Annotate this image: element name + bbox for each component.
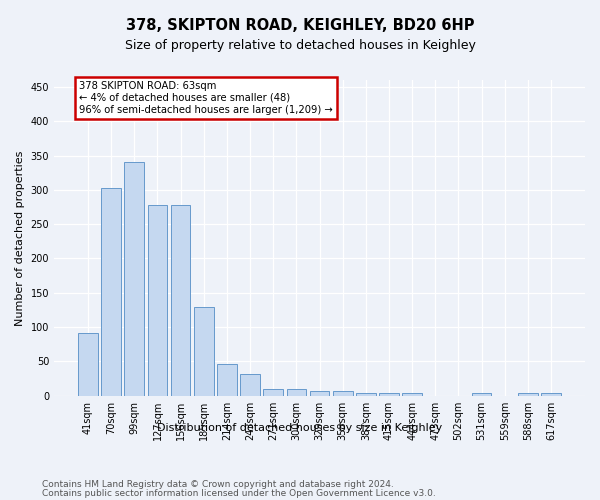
Y-axis label: Number of detached properties: Number of detached properties (15, 150, 25, 326)
Bar (518, 393, 538, 396)
Bar (148, 205, 167, 396)
Bar (171, 205, 190, 396)
Text: 378, SKIPTON ROAD, KEIGHLEY, BD20 6HP: 378, SKIPTON ROAD, KEIGHLEY, BD20 6HP (126, 18, 474, 32)
Text: 378 SKIPTON ROAD: 63sqm
← 4% of detached houses are smaller (48)
96% of semi-det: 378 SKIPTON ROAD: 63sqm ← 4% of detached… (79, 82, 333, 114)
Bar (333, 391, 353, 396)
Bar (240, 374, 260, 396)
Bar (194, 306, 214, 396)
Bar (472, 393, 491, 396)
Bar (379, 393, 399, 396)
Bar (101, 188, 121, 396)
Bar (310, 391, 329, 396)
Text: Size of property relative to detached houses in Keighley: Size of property relative to detached ho… (125, 39, 475, 52)
Bar (356, 393, 376, 396)
Text: Contains HM Land Registry data © Crown copyright and database right 2024.: Contains HM Land Registry data © Crown c… (42, 480, 394, 489)
Bar (124, 162, 144, 396)
Text: Distribution of detached houses by size in Keighley: Distribution of detached houses by size … (157, 424, 443, 434)
Bar (263, 389, 283, 396)
Bar (287, 389, 306, 396)
Text: Contains public sector information licensed under the Open Government Licence v3: Contains public sector information licen… (42, 488, 436, 498)
Bar (541, 393, 561, 396)
Bar (217, 364, 237, 396)
Bar (402, 393, 422, 396)
Bar (78, 332, 98, 396)
